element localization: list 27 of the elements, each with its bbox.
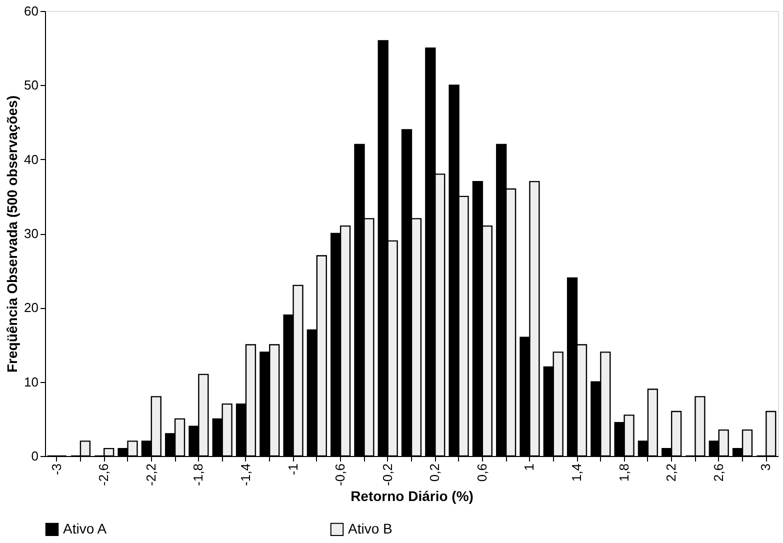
x-tick-label: -0,2 bbox=[380, 464, 395, 486]
x-tick-label: 1 bbox=[522, 464, 537, 471]
y-axis-title: Freqüência Observada (500 observações) bbox=[4, 95, 20, 373]
x-tick-label: -1,8 bbox=[190, 464, 206, 486]
x-tick-label: -3 bbox=[48, 464, 64, 476]
x-tick-label: 0,2 bbox=[427, 464, 442, 482]
x-tick-label: 1,4 bbox=[569, 464, 584, 482]
x-axis-title: Retorno Diário (%) bbox=[350, 488, 474, 504]
y-tick-label: 40 bbox=[24, 152, 38, 167]
x-tick-label: -2,6 bbox=[96, 464, 112, 486]
y-tick-label: 50 bbox=[24, 78, 38, 93]
x-tick-label: 3 bbox=[758, 464, 774, 471]
x-tick-label: 2,6 bbox=[710, 464, 726, 482]
x-tick-label: -2,2 bbox=[143, 464, 158, 486]
legend-label: Ativo B bbox=[348, 520, 392, 536]
x-tick-label: 0,6 bbox=[474, 464, 490, 482]
x-tick-label: -1 bbox=[285, 464, 300, 476]
y-tick-label: 0 bbox=[31, 448, 38, 464]
y-tick-label: 30 bbox=[24, 226, 38, 241]
x-tick-label: -0,6 bbox=[332, 464, 348, 486]
x-tick-label: -1,4 bbox=[238, 464, 253, 486]
y-tick-label: 20 bbox=[24, 300, 38, 316]
legend-label: Ativo A bbox=[63, 520, 108, 536]
x-tick-label: 2,2 bbox=[664, 464, 679, 482]
y-tick-label: 60 bbox=[24, 4, 38, 18]
x-tick-label: 1,8 bbox=[616, 464, 632, 482]
y-tick-label: 10 bbox=[24, 374, 38, 390]
